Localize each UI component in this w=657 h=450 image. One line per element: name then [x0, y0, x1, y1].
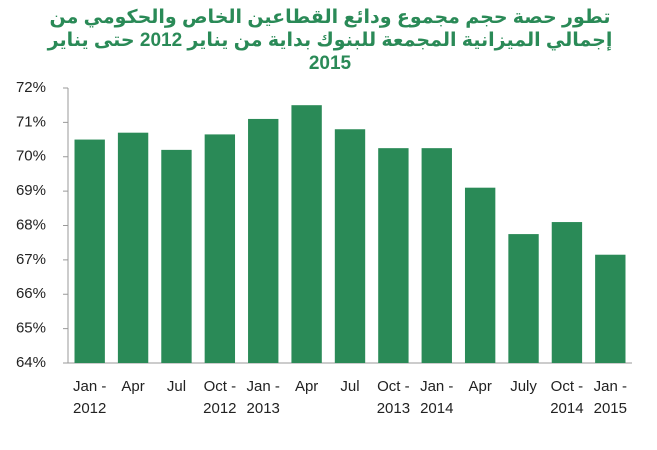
chart-title: تطور حصة حجم مجموع ودائع القطاعين الخاص …	[47, 7, 613, 74]
y-tick-label: 71%	[16, 113, 46, 130]
bar	[291, 105, 322, 363]
bar	[248, 118, 279, 363]
bar	[204, 134, 236, 363]
x-tick-label: Jan - 2014	[420, 378, 454, 417]
x-tick-label: Oct - 2012	[203, 378, 237, 417]
bar	[464, 187, 496, 363]
bar	[595, 254, 626, 363]
y-tick-label: 67%	[16, 251, 46, 268]
bar	[74, 139, 105, 363]
y-tick-label: 69%	[16, 182, 46, 199]
x-tick-label: July	[510, 378, 537, 395]
bar	[421, 148, 452, 363]
y-tick-label: 66%	[16, 285, 46, 302]
x-tick-label: Oct - 2013	[376, 378, 411, 417]
x-tick-label: Jan - 2012	[73, 378, 107, 417]
bar	[334, 129, 366, 363]
x-tick-label: Jan - 2013	[246, 378, 280, 417]
bar	[378, 148, 409, 363]
x-tick-label: Jul	[166, 378, 187, 395]
y-tick-label: 72%	[16, 79, 46, 96]
x-tick-label: Apr	[121, 378, 145, 395]
y-tick-label: 68%	[16, 216, 46, 233]
x-tick-label: Oct - 2014	[550, 378, 584, 417]
x-tick-label: Apr	[468, 378, 492, 395]
y-tick-label: 65%	[16, 320, 46, 337]
y-tick-label: 70%	[16, 148, 46, 165]
x-tick-label: Apr	[294, 378, 319, 395]
bar	[508, 234, 539, 363]
x-tick-label: Jul	[340, 378, 360, 395]
y-tick-label: 64%	[16, 354, 46, 371]
bar	[161, 149, 192, 363]
bar	[117, 132, 149, 363]
x-tick-label: Jan - 2015	[593, 378, 627, 417]
bar	[551, 222, 583, 363]
